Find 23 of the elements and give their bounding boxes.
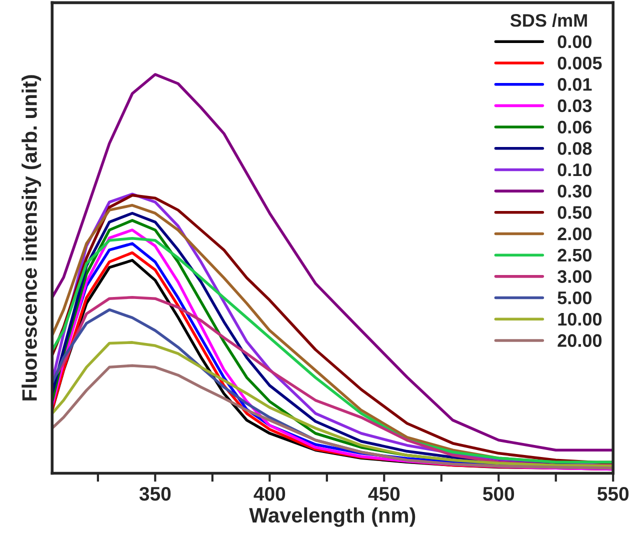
y-axis-title: Fluorescence intensity (arb. unit): [22, 75, 42, 400]
legend-label: 0.005: [558, 56, 602, 70]
legend-label: 0.30: [558, 184, 592, 198]
x-tick-label: 350: [139, 486, 171, 501]
legend-label: 2.50: [558, 248, 592, 262]
legend-label: 5.00: [558, 291, 592, 304]
x-tick-label: 400: [254, 486, 286, 501]
legend-title: SDS /mM: [510, 14, 587, 27]
legend-label: 0.00: [558, 35, 592, 48]
legend-label: 0.08: [558, 142, 592, 155]
legend-label: 2.00: [558, 227, 592, 240]
legend-label: 3.00: [558, 270, 592, 283]
legend-label: 0.50: [558, 206, 592, 219]
legend-label: 0.01: [558, 78, 592, 91]
legend-label: 0.03: [558, 99, 592, 112]
legend-label: 0.10: [558, 163, 592, 176]
x-tick-label: 450: [368, 486, 400, 501]
legend-label: 10.00: [558, 312, 602, 326]
x-tick-label: 500: [483, 486, 514, 501]
legend-label: 20.00: [558, 334, 602, 347]
x-axis-title: Wavelength (nm): [249, 507, 416, 527]
x-tick-label: 550: [597, 486, 629, 501]
legend-label: 0.06: [558, 120, 592, 134]
